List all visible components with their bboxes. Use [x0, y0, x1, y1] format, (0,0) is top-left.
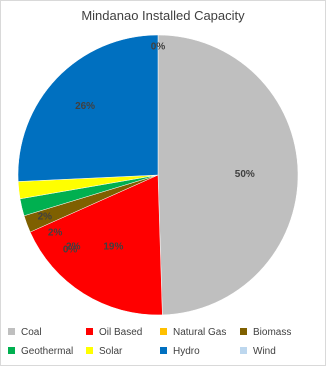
- data-label-biomass: 2%: [66, 242, 81, 253]
- data-label-solar: 2%: [38, 212, 53, 223]
- legend-item-oil-based: Oil Based: [86, 326, 142, 340]
- pie-slice-hydro: [17, 34, 159, 182]
- pie-slice-coal: [157, 34, 299, 316]
- data-label-hydro: 26%: [75, 101, 95, 112]
- chart-title: Mindanao Installed Capacity: [81, 8, 245, 23]
- legend-swatch-biomass: [240, 327, 247, 335]
- legend-swatch-coal: [8, 327, 15, 335]
- legend-label-hydro: Hydro: [173, 346, 200, 357]
- legend-label-solar: Solar: [99, 346, 123, 357]
- data-label-natural-gas: 0%: [63, 244, 78, 255]
- pie-slice-oil-based: [29, 174, 163, 316]
- legend-label-biomass: Biomass: [253, 327, 292, 338]
- legend-item-hydro: Hydro: [160, 345, 200, 359]
- data-label-coal: 50%: [235, 169, 255, 180]
- legend-swatch-solar: [86, 346, 93, 354]
- legend-label-geothermal: Geothermal: [21, 346, 74, 357]
- legend-item-natural-gas: Natural Gas: [160, 326, 226, 340]
- legend-swatch-oil-based: [86, 327, 93, 335]
- data-label-geothermal: 2%: [48, 228, 63, 239]
- legend-item-geothermal: Geothermal: [8, 345, 73, 359]
- legend-label-wind: Wind: [253, 346, 276, 357]
- legend-swatch-wind: [240, 346, 247, 354]
- legend-swatch-hydro: [160, 346, 167, 354]
- legend-item-wind: Wind: [240, 345, 276, 359]
- data-label-oil-based: 19%: [103, 242, 123, 253]
- legend-item-coal: Coal: [8, 326, 42, 340]
- legend-item-solar: Solar: [86, 345, 122, 359]
- data-label-wind: 0%: [151, 42, 166, 53]
- legend-item-biomass: Biomass: [240, 326, 291, 340]
- legend-swatch-natural-gas: [160, 327, 167, 335]
- legend-label-oil-based: Oil Based: [99, 327, 143, 338]
- legend-label-coal: Coal: [21, 327, 42, 338]
- legend-swatch-geothermal: [8, 346, 15, 354]
- legend-label-natural-gas: Natural Gas: [173, 327, 227, 338]
